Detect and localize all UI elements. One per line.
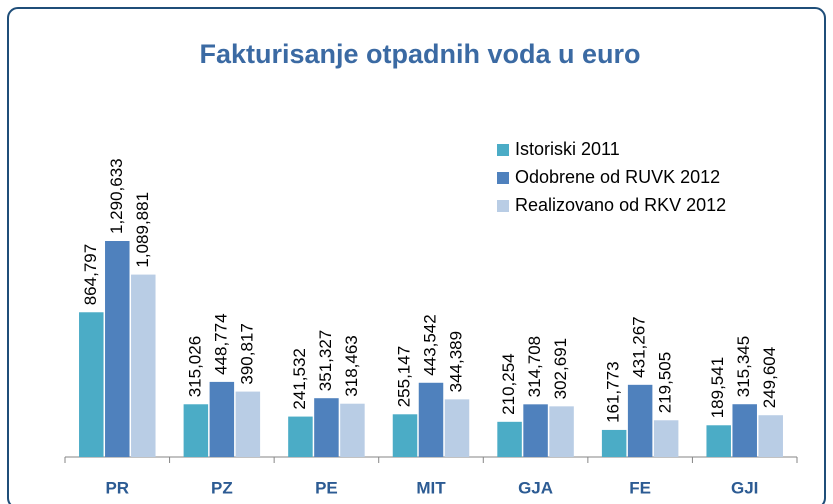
data-label: 302,691 — [551, 338, 570, 399]
bar — [209, 381, 235, 457]
data-label: 344,389 — [446, 331, 465, 392]
data-label: 864,797 — [81, 244, 100, 305]
data-label: 161,773 — [604, 361, 623, 422]
bar — [758, 415, 783, 457]
bar — [79, 312, 104, 457]
bar — [706, 425, 731, 457]
data-label: 443,542 — [420, 314, 439, 375]
bar — [653, 420, 679, 457]
bar — [627, 384, 653, 457]
data-label: 431,267 — [630, 316, 649, 377]
bar — [235, 391, 261, 457]
data-label: 315,345 — [734, 336, 753, 397]
bar — [340, 403, 365, 457]
x-tick-label: PR — [105, 478, 129, 497]
x-tick-label: MIT — [416, 478, 446, 497]
data-label: 219,505 — [656, 352, 675, 413]
chart-title: Fakturisanje otpadnih voda u euro — [199, 39, 640, 69]
bar — [131, 274, 156, 457]
bar — [288, 416, 313, 457]
legend-label: Odobrene od RUVK 2012 — [515, 167, 720, 187]
legend-swatch — [497, 172, 509, 184]
data-label: 241,532 — [290, 348, 309, 409]
bar — [497, 421, 522, 457]
data-label: 351,327 — [316, 330, 335, 391]
data-label: 189,541 — [708, 357, 727, 418]
data-label: 314,708 — [525, 336, 544, 397]
data-label: 249,604 — [760, 347, 779, 408]
bar — [105, 241, 130, 457]
data-label: 1,089,881 — [133, 192, 152, 268]
legend-label: Istoriski 2011 — [515, 139, 620, 159]
bar — [549, 406, 574, 457]
data-label: 315,026 — [185, 336, 204, 397]
data-label: 1,290,633 — [107, 158, 126, 234]
bar — [601, 429, 627, 457]
bar — [732, 404, 757, 457]
bar — [444, 399, 470, 457]
bar — [314, 398, 339, 457]
x-tick-label: FE — [629, 478, 651, 497]
x-tick-label: PZ — [211, 478, 233, 497]
data-label: 390,817 — [237, 323, 256, 384]
legend-swatch — [497, 200, 509, 212]
chart-frame — [7, 7, 826, 504]
data-label: 255,147 — [394, 346, 413, 407]
legend-swatch — [497, 144, 509, 156]
legend-label: Realizovano od RKV 2012 — [515, 195, 726, 215]
bar — [418, 382, 444, 457]
data-label: 448,774 — [211, 313, 230, 374]
x-tick-label: GJA — [518, 478, 553, 497]
data-label: 210,254 — [499, 353, 518, 414]
bar — [183, 404, 209, 457]
x-tick-label: PE — [315, 478, 338, 497]
data-label: 318,463 — [342, 335, 361, 396]
bar — [523, 404, 548, 457]
bar — [392, 414, 418, 457]
x-tick-label: GJI — [731, 478, 758, 497]
